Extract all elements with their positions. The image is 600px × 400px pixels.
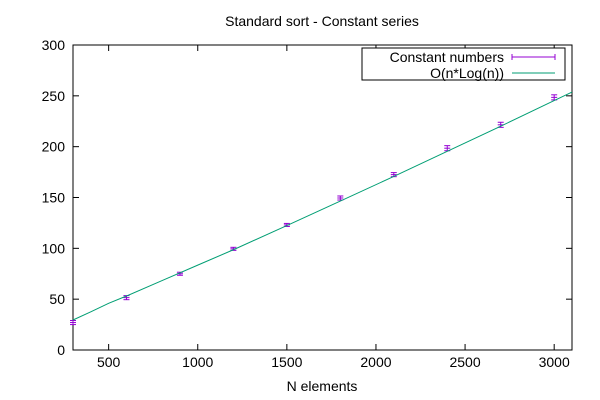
legend-box [361,47,566,81]
x-tick-label: 1500 [271,354,302,370]
legend-label: Constant numbers [390,49,504,65]
y-tick-label: 200 [42,139,66,155]
plot-area: 500 1000 1500 2000 2500 3000 0 50 100 150 200 250 30… [42,37,573,370]
x-tick-label: 3000 [539,354,570,370]
chart-title: Standard sort - Constant series [225,13,419,29]
error-bar-point [70,320,76,326]
x-tick-label: 500 [97,354,121,370]
x-axis-label: N elements [287,378,358,394]
series-line-nlogn [72,91,573,321]
y-tick-label: 150 [42,190,66,206]
x-tick-label: 1000 [182,354,213,370]
error-bar-point [551,94,558,101]
y-tick-label: 300 [42,37,66,53]
legend-label: O(n*Log(n)) [430,65,504,81]
y-tick-label: 0 [57,342,65,358]
x-tick-label: 2000 [360,354,391,370]
y-tick-label: 50 [49,291,65,307]
x-tick-label: 2500 [449,354,480,370]
y-tick-label: 100 [42,240,66,256]
y-tick-label: 250 [42,88,66,104]
